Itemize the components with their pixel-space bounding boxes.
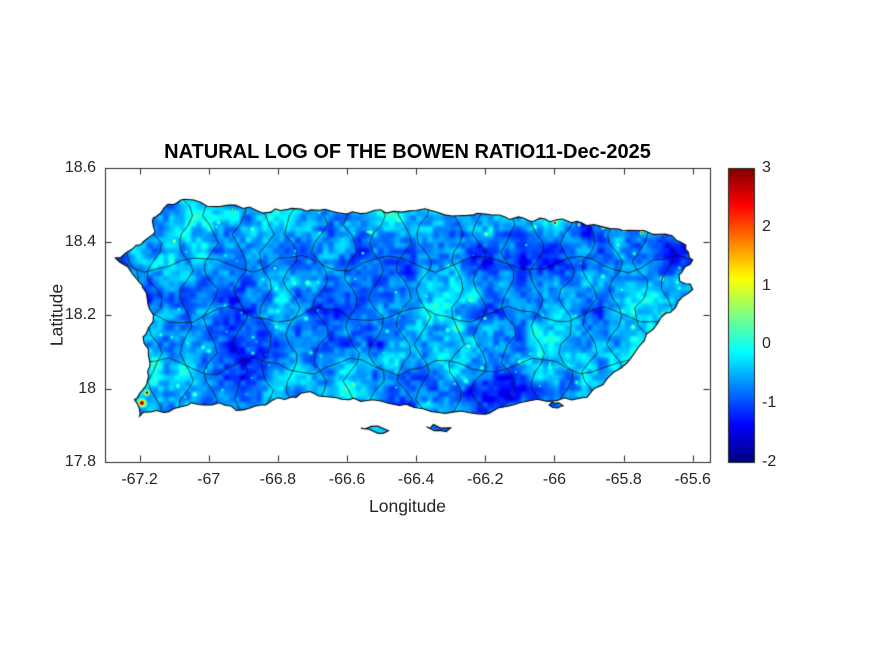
colorbar-tick-label: 2 (762, 217, 771, 235)
x-tick-label: -67 (197, 471, 221, 488)
y-tick-label: 18.4 (64, 232, 96, 250)
y-tick-label: 17.8 (64, 453, 96, 470)
x-tick-label: -66 (542, 471, 566, 488)
x-tick-label: -65.8 (605, 471, 642, 488)
chart-title: NATURAL LOG OF THE BOWEN RATIO11-Dec-202… (164, 141, 651, 163)
x-axis-label: Longitude (369, 496, 446, 516)
x-tick-label: -66.8 (259, 471, 297, 488)
colorbar-tick-label: -1 (762, 394, 777, 412)
colorbar-tick-label: 3 (762, 159, 771, 176)
x-tick-label: -66.2 (467, 471, 504, 488)
x-tick-label: -66.4 (397, 471, 435, 488)
x-tick-label: -67.2 (121, 471, 158, 488)
y-tick-label: 18.6 (64, 159, 96, 176)
colorbar-tick-label: 1 (762, 276, 771, 294)
x-tick-label: -65.6 (674, 471, 711, 488)
x-tick-label: -66.6 (328, 471, 366, 488)
y-tick-label: 18 (78, 379, 96, 397)
colorbar-tick-label: 0 (762, 335, 771, 353)
colorbar-tick-label: -2 (762, 453, 777, 470)
y-tick-label: 18.2 (64, 306, 96, 323)
